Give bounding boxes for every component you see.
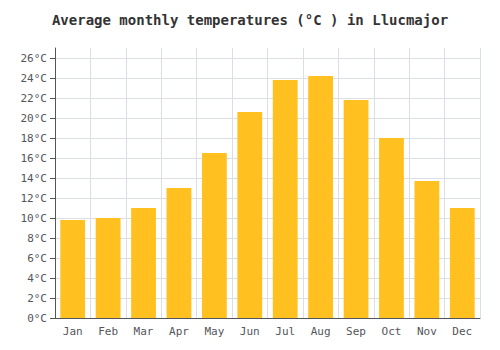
svg-text:14°C: 14°C — [21, 172, 48, 185]
svg-text:Average monthly temperatures (: Average monthly temperatures (°C ) in Ll… — [52, 12, 448, 28]
svg-text:22°C: 22°C — [21, 92, 48, 105]
svg-text:Jul: Jul — [275, 325, 295, 338]
svg-text:10°C: 10°C — [21, 212, 48, 225]
svg-text:Nov: Nov — [417, 325, 437, 338]
svg-text:26°C: 26°C — [21, 52, 48, 65]
svg-text:Sep: Sep — [346, 325, 366, 338]
svg-text:Aug: Aug — [311, 325, 331, 338]
svg-text:8°C: 8°C — [27, 232, 47, 245]
svg-text:2°C: 2°C — [27, 292, 47, 305]
svg-text:16°C: 16°C — [21, 152, 48, 165]
svg-text:0°C: 0°C — [27, 312, 47, 325]
svg-text:4°C: 4°C — [27, 272, 47, 285]
svg-text:18°C: 18°C — [21, 132, 48, 145]
svg-text:6°C: 6°C — [27, 252, 47, 265]
svg-text:Oct: Oct — [382, 325, 402, 338]
svg-text:Jun: Jun — [240, 325, 260, 338]
svg-text:Feb: Feb — [98, 325, 118, 338]
svg-text:May: May — [204, 325, 224, 338]
svg-text:Jan: Jan — [63, 325, 83, 338]
svg-text:Dec: Dec — [452, 325, 472, 338]
svg-text:24°C: 24°C — [21, 72, 48, 85]
svg-text:12°C: 12°C — [21, 192, 48, 205]
svg-text:20°C: 20°C — [21, 112, 48, 125]
svg-text:Apr: Apr — [169, 325, 189, 338]
svg-text:Mar: Mar — [134, 325, 154, 338]
